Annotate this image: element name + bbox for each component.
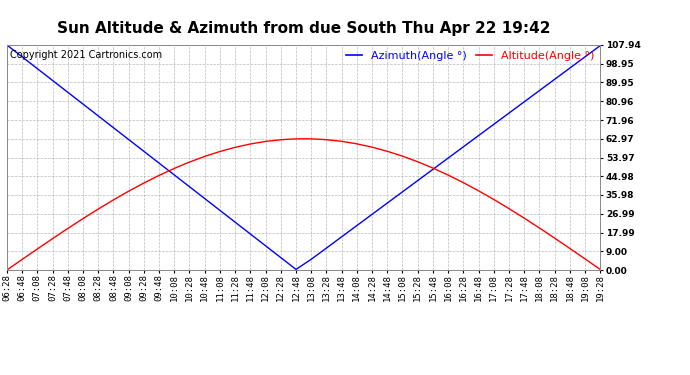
Text: Copyright 2021 Cartronics.com: Copyright 2021 Cartronics.com bbox=[10, 50, 162, 60]
Text: Sun Altitude & Azimuth from due South Thu Apr 22 19:42: Sun Altitude & Azimuth from due South Th… bbox=[57, 21, 551, 36]
Legend: Azimuth(Angle °), Altitude(Angle °): Azimuth(Angle °), Altitude(Angle °) bbox=[346, 51, 595, 60]
